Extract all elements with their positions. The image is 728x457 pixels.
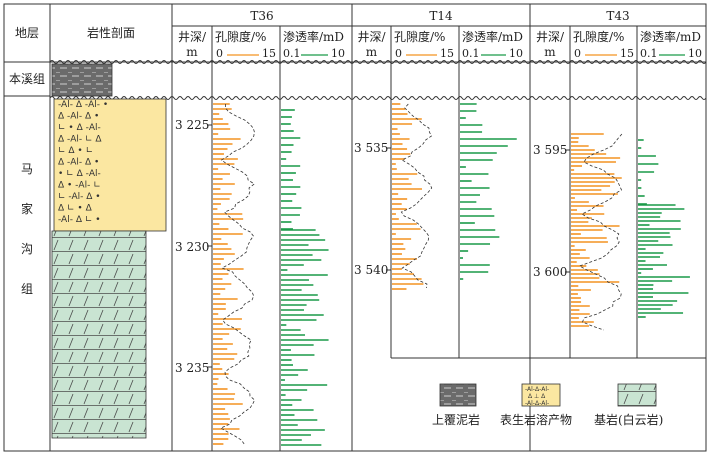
majiagou-char: 家 xyxy=(20,202,33,216)
svg-text:-Al-Δ-Al-: -Al-Δ-Al- xyxy=(525,386,549,393)
perm-max: 10 xyxy=(331,47,345,60)
depth-unit: m xyxy=(544,45,556,59)
legend-mudstone-label: 上覆泥岩 xyxy=(432,413,481,427)
perm-label: 渗透率/mD xyxy=(283,30,345,44)
svg-text:Δ ⊥ Δ: Δ ⊥ Δ xyxy=(528,393,546,400)
depth-tick: 3 595 xyxy=(533,143,568,157)
legend-karst-swatch xyxy=(521,383,561,407)
perm-max: 10 xyxy=(688,47,702,60)
perm-min: 0.1 xyxy=(462,47,480,60)
legend-mudstone-swatch xyxy=(439,383,477,407)
svg-text:∟ -Al- Δ •: ∟ -Al- Δ • xyxy=(58,192,101,202)
depth-tick: 3 235 xyxy=(175,361,210,375)
porosity-min: 0 xyxy=(395,47,402,60)
depth-tick: 3 535 xyxy=(354,141,389,155)
karst-block xyxy=(53,98,167,232)
majiagou-char: 组 xyxy=(20,282,33,296)
depth-tick: 3 540 xyxy=(354,263,389,277)
porosity-min: 0 xyxy=(216,47,223,60)
legend-swatches: -Al-Δ-Al- Δ ⊥ Δ -Al-Δ-Al- xyxy=(439,383,657,407)
depth-label: 井深/ xyxy=(535,30,565,44)
depth-label: 井深/ xyxy=(357,30,386,44)
lithology-column: -Al- Δ -Al- •Δ -Al- Δ •∟ • Δ -Al-Δ -Al- … xyxy=(51,63,167,439)
svg-text:Δ -Al- Δ •: Δ -Al- Δ • xyxy=(58,112,99,122)
svg-text:Δ -Al- ∟ Δ: Δ -Al- ∟ Δ xyxy=(58,135,102,145)
porosity-label: 孔隙度/% xyxy=(215,30,267,44)
track-t43 xyxy=(565,133,690,331)
svg-text:-Al- Δ -Al- •: -Al- Δ -Al- • xyxy=(58,100,108,110)
depth-unit: m xyxy=(365,45,378,59)
perm-min: 0.1 xyxy=(283,47,301,60)
depth-tick: 3 600 xyxy=(533,265,568,279)
svg-text:∟ Δ • ∟: ∟ Δ • ∟ xyxy=(58,146,93,156)
legend-dolomite-label: 基岩(白云岩) xyxy=(594,413,664,427)
majiagou-char: 马 xyxy=(20,162,33,176)
majiagou-char: 沟 xyxy=(20,242,33,256)
porosity-max: 15 xyxy=(262,47,276,60)
perm-min: 0.1 xyxy=(640,47,658,60)
perm-label: 渗透率/mD xyxy=(462,30,524,44)
porosity-max: 15 xyxy=(620,47,634,60)
porosity-min: 0 xyxy=(574,47,581,60)
lithology-header: 岩性剖面 xyxy=(86,26,135,40)
depth-tick: 3 225 xyxy=(175,118,210,132)
legend-dolomite-swatch xyxy=(617,383,657,407)
perm-max: 10 xyxy=(509,47,523,60)
porosity-label: 孔隙度/% xyxy=(394,30,446,44)
mudstone-block xyxy=(51,63,113,97)
porosity-max: 15 xyxy=(440,47,454,60)
dolomite-block xyxy=(51,230,147,439)
legend-karst-label: 表生岩溶产物 xyxy=(500,413,573,427)
well-name-t43: T43 xyxy=(606,9,630,23)
well-name-t36: T36 xyxy=(250,9,274,23)
strata-header: 地层 xyxy=(14,26,39,40)
track-t14 xyxy=(386,103,517,290)
depth-tick: 3 230 xyxy=(175,240,210,254)
perm-label: 渗透率/mD xyxy=(640,30,702,44)
porosity-label: 孔隙度/% xyxy=(573,30,625,44)
outer-frame xyxy=(3,3,707,452)
svg-text:-Al- Δ ∟ •: -Al- Δ ∟ • xyxy=(58,215,101,225)
svg-text:Δ -Al- Δ •: Δ -Al- Δ • xyxy=(58,158,99,168)
svg-text:• ∟ Δ -Al-: • ∟ Δ -Al- xyxy=(58,169,101,179)
svg-text:Δ ∟ • Δ: Δ ∟ • Δ xyxy=(58,204,93,214)
depth-label: 井深/ xyxy=(177,30,207,44)
depth-unit: m xyxy=(186,45,198,59)
svg-text:Δ • -Al- ∟: Δ • -Al- ∟ xyxy=(58,181,101,191)
track-t36 xyxy=(207,103,329,446)
svg-text:∟ • Δ -Al-: ∟ • Δ -Al- xyxy=(58,123,101,133)
svg-text:-Al-Δ-Al-: -Al-Δ-Al- xyxy=(525,400,549,407)
benxi-formation-label: 本溪组 xyxy=(8,72,45,86)
well-name-t14: T14 xyxy=(429,9,453,23)
